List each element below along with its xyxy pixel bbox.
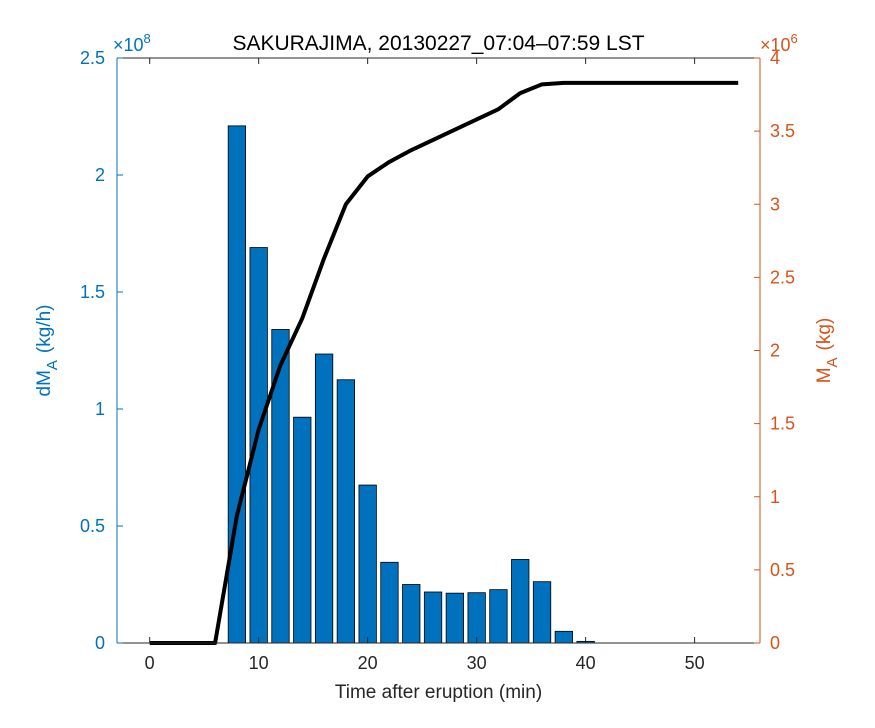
right-tick-label: 0	[770, 633, 780, 653]
left-tick-label: 2	[95, 165, 105, 185]
x-tick-label: 40	[576, 653, 596, 673]
bar-24	[402, 584, 421, 644]
right-ylabel-main: M	[814, 367, 835, 383]
left-ylabel-sub: A	[44, 360, 61, 370]
left-exponent-base: ×10	[113, 35, 144, 55]
bar-26	[423, 591, 443, 644]
cumulative-mass-line	[149, 80, 739, 645]
bar-32	[489, 589, 508, 644]
right-tick-label: 2.5	[770, 267, 795, 287]
left-y-axis-label: dMA (kg/h)	[34, 305, 61, 397]
x-tick-label: 20	[358, 653, 378, 673]
right-tick-label: 2	[770, 341, 780, 361]
bar-36	[532, 581, 552, 644]
bar-14	[293, 416, 312, 644]
left-exponent-power: 8	[144, 31, 151, 46]
left-tick-label: 2.5	[80, 48, 105, 68]
right-exponent-base: ×10	[760, 35, 791, 55]
left-tick-label: 1.5	[80, 282, 105, 302]
right-ylabel-unit: (kg)	[814, 318, 835, 351]
x-tick-label: 30	[467, 653, 487, 673]
left-ylabel-unit: (kg/h)	[34, 305, 55, 354]
line-series	[149, 80, 739, 645]
bar-10	[249, 247, 268, 644]
left-tick-label: 0	[95, 633, 105, 653]
right-tick-label: 1	[770, 487, 780, 507]
bar-series	[227, 125, 595, 644]
x-axis-label: Time after eruption (min)	[335, 682, 542, 703]
x-tick-label: 50	[685, 653, 705, 673]
left-tick-label: 0.5	[80, 516, 105, 536]
right-exponent-power: 6	[791, 31, 798, 46]
bar-18	[336, 379, 355, 644]
axes: 0 10 20 30 40 50 0 0.5 1 1.5 2 2.5 0 0.5 1 1.5 2 2.5 3 3.5 4	[80, 48, 795, 673]
right-tick-label: 3	[770, 194, 780, 214]
bar-22	[380, 561, 399, 644]
right-ylabel-sub: A	[824, 357, 841, 367]
bar-20	[358, 484, 377, 644]
left-ylabel-main: dM	[34, 370, 55, 396]
right-y-axis-label: MA (kg)	[814, 318, 841, 384]
bar-28	[445, 592, 464, 644]
bar-30	[467, 592, 486, 644]
x-tick-label: 10	[249, 653, 269, 673]
right-tick-label: 4	[770, 48, 780, 68]
right-axis-exponent: ×106	[760, 31, 798, 55]
bar-12	[271, 329, 290, 644]
left-tick-label: 1	[95, 399, 105, 419]
right-tick-label: 0.5	[770, 560, 795, 580]
bar-38	[554, 630, 573, 644]
plot-area	[117, 58, 760, 643]
right-tick-label: 1.5	[770, 414, 795, 434]
bar-8	[227, 125, 247, 644]
bar-34	[511, 559, 530, 644]
left-axis-exponent: ×108	[113, 31, 151, 55]
right-tick-label: 3.5	[770, 121, 795, 141]
x-tick-label: 0	[145, 653, 155, 673]
chart-title: SAKURAJIMA, 20130227_07:04–07:59 LST	[232, 32, 644, 55]
bar-16	[314, 353, 334, 644]
